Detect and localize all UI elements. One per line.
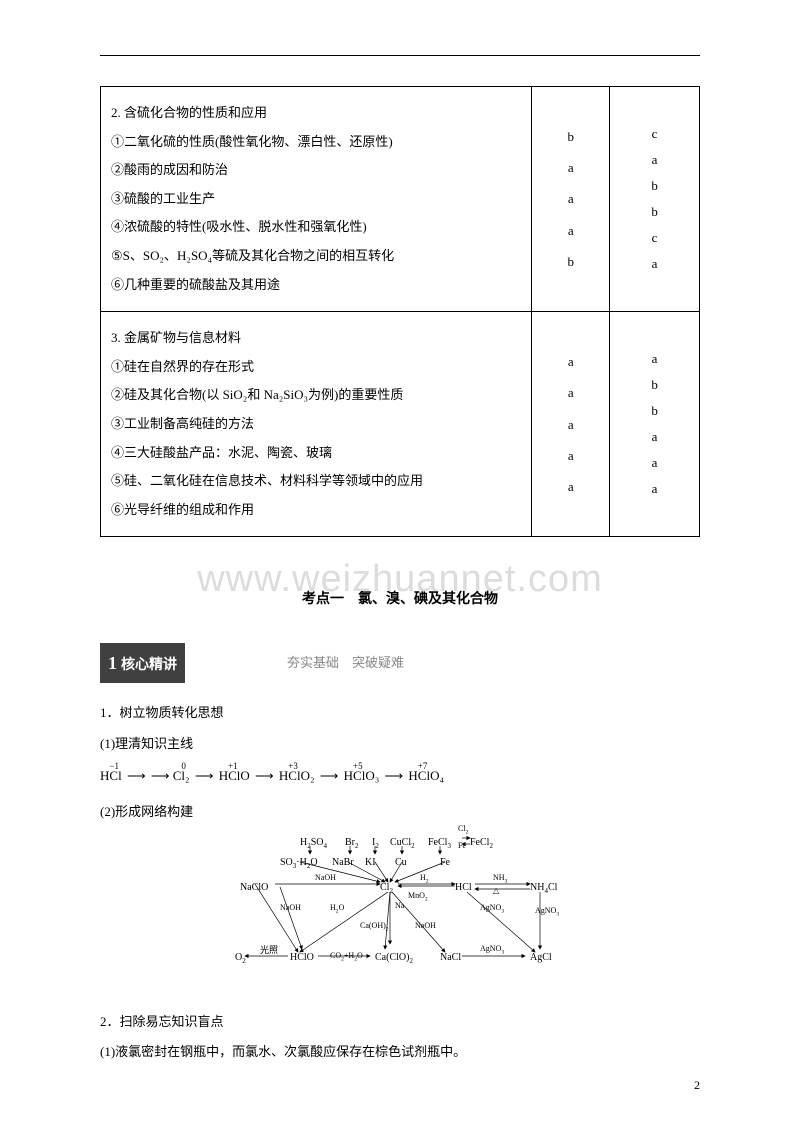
diagram-node-cl2: Cl2 <box>380 879 393 898</box>
diagram-node-naoh3: NaOH <box>415 919 436 933</box>
diagram-node-h2so4: H2SO4 <box>300 834 327 853</box>
table-cell-level1: baaab <box>532 87 610 312</box>
diagram-node-delta: △ <box>493 884 499 898</box>
table-cell-content: 2. 含硫化合物的性质和应用①二氧化硫的性质(酸性氧化物、漂白性、还原性)②酸雨… <box>101 87 532 312</box>
page-number: 2 <box>694 1075 700 1097</box>
diagram-node-light: 光照 <box>260 942 278 958</box>
diagram-node-cl2b: Cl2 <box>458 822 468 838</box>
content-p1-2: (2)形成网络构建 <box>100 800 700 825</box>
core-label: 核心精讲 <box>121 653 177 678</box>
content-p2: 2．扫除易忘知识盲点 <box>100 1010 700 1035</box>
diagram-node-agno32: AgNO3 <box>535 904 559 920</box>
diagram-node-nabr: NaBr <box>332 854 354 872</box>
page-header-rule <box>100 55 700 56</box>
content-p1-1: (1)理清知识主线 <box>100 732 700 757</box>
diagram-node-i2: I2 <box>372 834 379 853</box>
table-cell-content: 3. 金属矿物与信息材料①硅在自然界的存在形式②硅及其化合物(以 SiO₂和 N… <box>101 312 532 537</box>
content-p1: 1．树立物质转化思想 <box>100 701 700 726</box>
diagram-node-na: Na <box>395 899 404 913</box>
diagram-node-h2o: H2O <box>330 901 344 917</box>
diagram-node-co2h2o: CO2+H2O <box>330 949 363 965</box>
diagram-node-cucl2: CuCl2 <box>390 834 415 853</box>
network-diagram-wrap: H2SO4Br2I2CuCl2FeCl3FeCl2SO3·H2ONaBrKICu… <box>100 834 700 991</box>
table-cell-level1: aaaaa <box>532 312 610 537</box>
diagram-node-nh4cl: NH4Cl <box>530 879 557 898</box>
core-subtitle: 夯实基础 突破疑难 <box>287 651 404 674</box>
diagram-node-o2: O2 <box>235 949 246 968</box>
diagram-node-agno33: AgNO3 <box>480 942 504 958</box>
content-p2-1: (1)液氯密封在钢瓶中，而氯水、次氯酸应保存在棕色试剂瓶中。 <box>100 1040 700 1065</box>
diagram-node-agcl: AgCl <box>530 949 552 967</box>
table-cell-level2: abbaaa <box>610 312 700 537</box>
diagram-node-fecl3: FeCl3 <box>428 834 451 853</box>
diagram-node-caoh2: Ca(OH)2 <box>360 919 389 935</box>
diagram-node-agno31: AgNO3 <box>480 901 504 917</box>
diagram-node-mno2: MnO2 <box>408 889 428 905</box>
diagram-node-hcl: HCl <box>455 879 472 897</box>
diagram-node-h2: H2 <box>420 871 429 887</box>
diagram-node-naoh1: NaOH <box>315 871 336 885</box>
requirements-table: 2. 含硫化合物的性质和应用①二氧化硫的性质(酸性氧化物、漂白性、还原性)②酸雨… <box>100 86 700 537</box>
diagram-node-naoh2: NaOH <box>280 901 301 915</box>
diagram-node-naclo: NaClO <box>240 879 268 897</box>
table-cell-level2: cabbca <box>610 87 700 312</box>
network-diagram: H2SO4Br2I2CuCl2FeCl3FeCl2SO3·H2ONaBrKICu… <box>230 834 570 984</box>
diagram-node-hclo: HClO <box>290 949 314 967</box>
chem-chain: HC−1l ⟶ ⟶ Cl0₂ ⟶ HC+1lO ⟶ HC+3lO₂ ⟶ HC+5… <box>100 764 700 787</box>
diagram-node-fe: Fe <box>440 854 450 872</box>
diagram-node-ki: KI <box>365 854 376 872</box>
diagram-node-caclo2: Ca(ClO)2 <box>375 949 413 968</box>
section-title: 考点一 氯、溴、碘及其化合物 <box>100 587 700 612</box>
diagram-node-cu: Cu <box>395 854 407 872</box>
diagram-node-nacl: NaCl <box>440 949 461 967</box>
diagram-node-fecl2: FeCl2 <box>470 834 493 853</box>
diagram-node-br2: Br2 <box>345 834 359 853</box>
diagram-node-so3: SO3·H2O <box>280 854 318 873</box>
diagram-node-feb: Fe <box>458 839 466 853</box>
core-box: 1 核心精讲 <box>100 643 185 683</box>
core-number: 1 <box>108 647 117 679</box>
core-header: 1 核心精讲 夯实基础 突破疑难 <box>100 643 700 683</box>
